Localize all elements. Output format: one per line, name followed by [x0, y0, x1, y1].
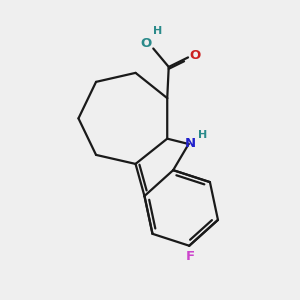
- Text: H: H: [152, 26, 162, 36]
- Text: N: N: [184, 137, 196, 150]
- Text: O: O: [140, 37, 152, 50]
- Text: O: O: [190, 49, 201, 62]
- Text: H: H: [198, 130, 207, 140]
- Text: F: F: [185, 250, 194, 263]
